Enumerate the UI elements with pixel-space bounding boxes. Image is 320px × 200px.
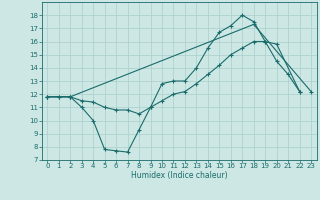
X-axis label: Humidex (Indice chaleur): Humidex (Indice chaleur) — [131, 171, 228, 180]
